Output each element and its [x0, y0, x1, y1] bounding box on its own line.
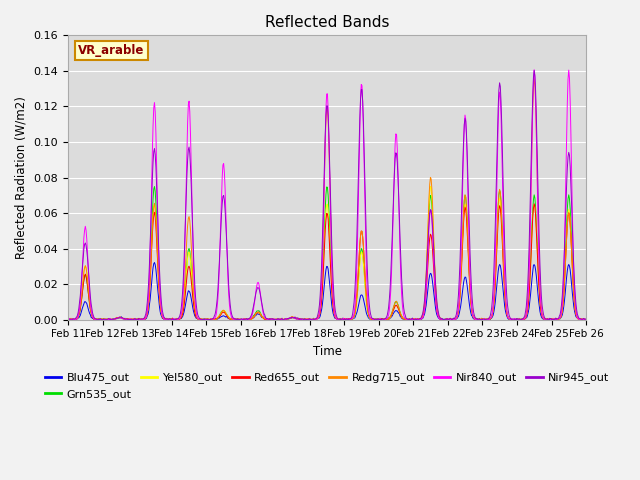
Redg715_out — [373, 317, 381, 323]
Nir945_out — [405, 317, 413, 323]
Grn535_out — [180, 299, 188, 304]
Line: Grn535_out: Grn535_out — [68, 187, 586, 320]
Redg715_out — [74, 315, 81, 321]
Yel580_out — [390, 305, 398, 311]
Nir945_out — [74, 312, 81, 318]
Redg715_out — [531, 76, 538, 82]
Redg715_out — [127, 317, 134, 323]
Yel580_out — [406, 316, 413, 322]
Nir840_out — [127, 316, 135, 322]
Redg715_out — [179, 300, 187, 306]
Line: Nir840_out: Nir840_out — [68, 70, 586, 320]
Nir840_out — [67, 317, 74, 323]
Nir945_out — [179, 276, 187, 282]
Grn535_out — [207, 317, 215, 323]
Grn535_out — [74, 315, 81, 321]
Grn535_out — [511, 317, 519, 323]
Red655_out — [390, 305, 398, 311]
Nir945_out — [390, 190, 397, 195]
Nir840_out — [180, 271, 188, 276]
Yel580_out — [582, 317, 590, 323]
Redg715_out — [207, 317, 214, 323]
Yel580_out — [427, 184, 435, 190]
X-axis label: Time: Time — [312, 345, 342, 358]
Blu475_out — [181, 306, 189, 312]
Blu475_out — [582, 317, 590, 323]
Blu475_out — [74, 315, 81, 321]
Line: Nir945_out: Nir945_out — [68, 71, 586, 320]
Yel580_out — [74, 314, 81, 320]
Yel580_out — [127, 316, 134, 322]
Red655_out — [531, 201, 538, 207]
Grn535_out — [390, 302, 398, 308]
Redg715_out — [582, 317, 590, 323]
Red655_out — [180, 303, 188, 309]
Grn535_out — [582, 316, 590, 322]
Yel580_out — [64, 316, 72, 322]
Redg715_out — [64, 316, 72, 322]
Legend: Blu475_out, Grn535_out, Yel580_out, Red655_out, Redg715_out, Nir840_out, Nir945_: Blu475_out, Grn535_out, Yel580_out, Red6… — [40, 368, 614, 404]
Nir945_out — [207, 317, 214, 323]
Nir945_out — [127, 317, 134, 323]
Blu475_out — [127, 317, 134, 323]
Line: Red655_out: Red655_out — [68, 204, 586, 320]
Nir840_out — [406, 317, 413, 323]
Line: Yel580_out: Yel580_out — [68, 187, 586, 320]
Grn535_out — [406, 316, 413, 322]
Redg715_out — [406, 316, 413, 322]
Nir945_out — [531, 68, 538, 73]
Text: VR_arable: VR_arable — [78, 44, 145, 57]
Nir840_out — [74, 313, 82, 319]
Blu475_out — [64, 317, 72, 323]
Red655_out — [207, 317, 215, 323]
Redg715_out — [390, 301, 398, 307]
Red655_out — [64, 316, 72, 322]
Grn535_out — [150, 184, 158, 190]
Nir945_out — [64, 317, 72, 323]
Blu475_out — [208, 317, 216, 323]
Nir840_out — [64, 316, 72, 322]
Line: Redg715_out: Redg715_out — [68, 79, 586, 320]
Blu475_out — [135, 317, 143, 323]
Red655_out — [99, 317, 107, 323]
Grn535_out — [127, 317, 134, 323]
Nir945_out — [582, 317, 590, 323]
Grn535_out — [64, 317, 72, 323]
Title: Reflected Bands: Reflected Bands — [265, 15, 389, 30]
Nir945_out — [479, 317, 486, 323]
Nir840_out — [390, 163, 398, 168]
Red655_out — [74, 315, 81, 321]
Red655_out — [582, 317, 590, 323]
Blu475_out — [391, 308, 399, 314]
Yel580_out — [179, 306, 187, 312]
Red655_out — [127, 317, 135, 323]
Nir840_out — [582, 317, 590, 323]
Yel580_out — [207, 316, 214, 322]
Nir840_out — [207, 316, 215, 322]
Blu475_out — [406, 317, 414, 323]
Blu475_out — [150, 260, 158, 265]
Line: Blu475_out: Blu475_out — [68, 263, 586, 320]
Y-axis label: Reflected Radiation (W/m2): Reflected Radiation (W/m2) — [15, 96, 28, 259]
Yel580_out — [275, 317, 282, 323]
Nir840_out — [531, 67, 538, 72]
Red655_out — [406, 316, 413, 322]
